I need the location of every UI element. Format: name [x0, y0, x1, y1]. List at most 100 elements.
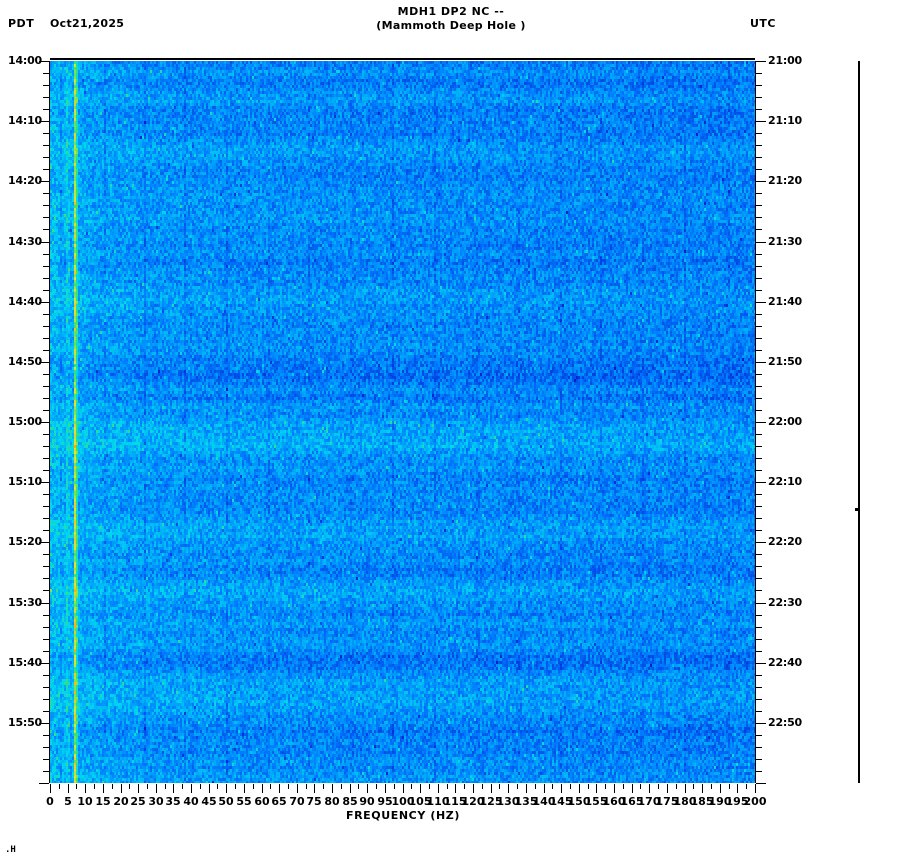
right-axis-tick: [756, 193, 762, 194]
left-axis-tick: [43, 494, 49, 495]
frequency-axis-tick: [649, 784, 650, 793]
right-axis-tick: [756, 97, 762, 98]
frequency-axis-tick-label: 90: [359, 795, 375, 808]
left-axis-tick-label: 15:50: [7, 716, 42, 729]
left-axis-tick: [39, 663, 49, 664]
right-axis-tick: [756, 386, 762, 387]
frequency-axis-tick-label: 30: [148, 795, 164, 808]
right-axis-tick: [756, 278, 762, 279]
frequency-axis-tick: [455, 784, 456, 793]
left-axis-tick-label: 14:40: [7, 295, 42, 308]
frequency-axis-tick: [526, 784, 527, 793]
right-axis-tick-label: 22:10: [768, 475, 803, 488]
spectrogram-plot[interactable]: [50, 61, 755, 783]
left-axis-tick: [43, 675, 49, 676]
frequency-axis-tick: [191, 784, 192, 793]
left-axis-tick: [43, 687, 49, 688]
frequency-axis-tick-label: 70: [289, 795, 305, 808]
frequency-axis-tick: [217, 784, 218, 789]
frequency-axis-tick: [297, 784, 298, 793]
left-axis-tick: [43, 470, 49, 471]
left-axis-tick: [43, 651, 49, 652]
right-axis-tick: [756, 398, 762, 399]
left-axis-tick: [43, 193, 49, 194]
frequency-axis-tick: [676, 784, 677, 789]
frequency-axis-tick: [499, 784, 500, 789]
left-axis-tick-label: 14:50: [7, 355, 42, 368]
right-axis-tick: [756, 169, 762, 170]
left-axis-tick: [43, 229, 49, 230]
x-axis-label: FREQUENCY (HZ): [345, 809, 460, 822]
frequency-axis-tick-label: 175: [655, 795, 679, 808]
left-axis-tick: [43, 590, 49, 591]
right-axis-tick: [756, 446, 762, 447]
page-subtitle: (Mammoth Deep Hole ): [376, 19, 526, 32]
right-axis-tick: [756, 326, 762, 327]
right-axis-tick: [756, 542, 766, 543]
right-axis-tick-label: 21:00: [768, 54, 803, 67]
left-axis-tick-label: 14:30: [7, 235, 42, 248]
left-axis-tick: [43, 759, 49, 760]
frequency-axis-tick: [570, 784, 571, 789]
right-axis-tick: [756, 470, 762, 471]
frequency-axis-tick: [244, 784, 245, 793]
left-axis-tick: [43, 73, 49, 74]
left-axis-tick: [43, 699, 49, 700]
right-axis-tick: [756, 254, 762, 255]
right-axis-tick: [756, 711, 762, 712]
frequency-axis-tick: [614, 784, 615, 793]
frequency-axis-tick-label: 25: [130, 795, 146, 808]
left-axis-tick: [43, 747, 49, 748]
left-axis-tick: [39, 422, 49, 423]
left-axis-tick: [43, 771, 49, 772]
right-axis-tick: [756, 458, 762, 459]
right-axis-tick: [756, 266, 762, 267]
frequency-axis-tick: [358, 784, 359, 789]
frequency-axis-tick: [473, 784, 474, 793]
frequency-axis-tick: [129, 784, 130, 789]
frequency-axis-tick-label: 180: [673, 795, 697, 808]
left-axis-tick: [43, 350, 49, 351]
left-axis-tick: [43, 374, 49, 375]
frequency-axis-tick: [367, 784, 368, 793]
right-axis-tick: [756, 554, 762, 555]
frequency-axis-tick-label: 135: [514, 795, 538, 808]
left-axis-tick: [43, 711, 49, 712]
right-axis-tick: [756, 735, 762, 736]
right-axis-tick: [756, 530, 762, 531]
plot-top-border: [50, 58, 755, 60]
frequency-axis-tick: [544, 784, 545, 793]
frequency-axis-tick-label: 155: [584, 795, 608, 808]
frequency-axis-tick: [605, 784, 606, 789]
left-axis-tick: [39, 302, 49, 303]
left-axis-tick: [43, 290, 49, 291]
left-axis-tick: [43, 97, 49, 98]
frequency-axis-tick: [182, 784, 183, 789]
right-axis-tick: [756, 338, 762, 339]
right-axis-tick: [756, 651, 762, 652]
right-axis-tick: [756, 205, 762, 206]
frequency-axis-tick-label: 200: [743, 795, 767, 808]
frequency-axis-tick-label: 40: [183, 795, 199, 808]
right-axis-tick: [756, 85, 762, 86]
right-axis-tick: [756, 422, 766, 423]
right-axis-tick: [756, 73, 762, 74]
right-axis-tick: [756, 109, 762, 110]
right-axis-tick: [756, 590, 762, 591]
left-axis-tick: [43, 266, 49, 267]
left-axis-tick: [43, 386, 49, 387]
right-axis-tick: [756, 687, 762, 688]
right-axis-tick: [756, 771, 762, 772]
frequency-axis-tick-label: 120: [461, 795, 485, 808]
left-axis-tick: [43, 458, 49, 459]
frequency-axis-tick: [411, 784, 412, 789]
frequency-axis-tick-label: 145: [549, 795, 573, 808]
right-axis-tick-label: 21:20: [768, 174, 803, 187]
left-axis-tick: [43, 578, 49, 579]
spectrogram-image: [50, 61, 755, 783]
left-axis-tick: [43, 554, 49, 555]
frequency-axis-tick-label: 10: [77, 795, 93, 808]
frequency-axis-tick-label: 95: [377, 795, 393, 808]
right-axis-tick: [756, 157, 762, 158]
left-axis-tick: [43, 157, 49, 158]
